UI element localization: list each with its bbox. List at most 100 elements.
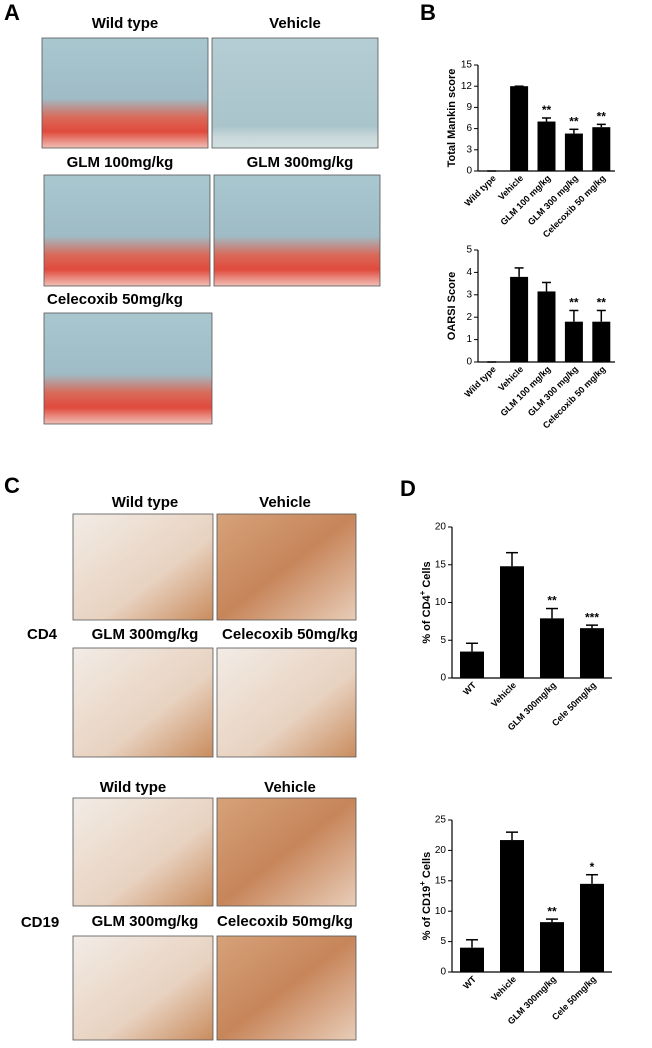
y-tick-label: 20 (435, 845, 447, 856)
image-caption: GLM 300mg/kg (92, 626, 199, 643)
bar (510, 276, 529, 362)
y-tick-label: 12 (461, 81, 473, 92)
bar (564, 321, 583, 362)
y-tick-label: 6 (466, 123, 472, 134)
ihc-image (216, 935, 357, 1041)
image-caption: Wild type (100, 779, 167, 796)
significance-label: * (590, 860, 595, 874)
y-tick-label: 15 (435, 559, 447, 570)
bar (540, 618, 564, 678)
x-tick-label: GLM 100 mg/kg (498, 364, 552, 418)
image-caption: Celecoxib 50mg/kg (217, 913, 353, 930)
y-axis-label-part: Cells (421, 561, 433, 590)
y-tick-label: 5 (440, 936, 446, 947)
x-tick-label: WT (461, 680, 478, 697)
histology-image (213, 174, 381, 287)
y-tick-label: 0 (440, 967, 446, 978)
y-tick-label: 3 (466, 144, 472, 155)
marker-label: CD4 (27, 626, 58, 643)
y-tick-label: 4 (466, 267, 472, 278)
image-caption: Celecoxib 50mg/kg (222, 626, 358, 643)
histology-image (211, 37, 379, 149)
ihc-image (72, 513, 214, 621)
image-caption: Vehicle (259, 494, 311, 511)
histology-image (43, 174, 211, 287)
y-axis-label: % of CD4+ Cells (418, 561, 433, 643)
ihc-image (72, 935, 214, 1041)
ihc-image (216, 647, 357, 758)
y-axis-label-part: Cells (421, 852, 433, 881)
y-tick-label: 3 (466, 289, 472, 300)
panel-label: B (420, 0, 436, 25)
significance-label: ** (569, 296, 579, 310)
x-tick-label: GLM 100 mg/kg (498, 173, 552, 227)
significance-label: ** (597, 296, 607, 310)
y-tick-label: 9 (466, 102, 472, 113)
y-tick-label: 0 (466, 166, 472, 177)
ihc-image (216, 513, 357, 621)
ihc-image (216, 797, 357, 907)
y-axis-label: % of CD19+ Cells (418, 852, 433, 940)
significance-label: ** (547, 594, 557, 608)
y-tick-label: 0 (440, 673, 446, 684)
significance-label: *** (585, 610, 599, 624)
x-tick-label: WT (461, 974, 478, 991)
ihc-image (72, 647, 214, 758)
y-tick-label: 20 (435, 522, 447, 533)
y-tick-label: 15 (435, 875, 447, 886)
y-tick-label: 10 (435, 906, 447, 917)
marker-label: CD19 (21, 914, 59, 931)
significance-label: ** (547, 904, 557, 918)
image-caption: Celecoxib 50mg/kg (47, 291, 183, 308)
bar (500, 840, 524, 972)
y-axis-label: Total Mankin score (446, 69, 458, 168)
panel-label: D (400, 476, 416, 501)
y-tick-label: 1 (466, 334, 472, 345)
bar (540, 922, 564, 972)
histology-image (43, 312, 213, 425)
bar (564, 133, 583, 171)
image-caption: Wild type (112, 494, 179, 511)
y-tick-label: 2 (466, 312, 472, 323)
y-axis-label-part: % of CD19 (421, 886, 433, 940)
y-tick-label: 25 (435, 815, 447, 826)
significance-label: ** (542, 103, 552, 117)
bar (500, 566, 524, 678)
bar (592, 127, 611, 171)
bar (537, 121, 556, 171)
x-tick-label: Vehicle (489, 974, 518, 1003)
image-caption: GLM 300mg/kg (92, 913, 199, 930)
image-caption: Vehicle (264, 779, 316, 796)
x-tick-label: GLM 300 mg/kg (526, 173, 580, 227)
images (41, 37, 381, 1041)
significance-label: ** (597, 110, 607, 124)
y-tick-label: 15 (461, 60, 473, 71)
y-tick-label: 0 (466, 357, 472, 368)
x-tick-label: Vehicle (489, 680, 518, 709)
bar (580, 883, 604, 972)
bar (592, 321, 611, 362)
y-axis-label-part: % of CD4 (421, 594, 433, 643)
y-axis-label-part: + (418, 881, 427, 886)
y-tick-label: 5 (440, 635, 446, 646)
bar (580, 628, 604, 678)
bar (510, 86, 529, 171)
bar (537, 291, 556, 362)
y-tick-label: 10 (435, 597, 447, 608)
image-caption: Wild type (92, 15, 159, 32)
panel-label: A (4, 0, 20, 25)
bar (460, 651, 484, 678)
bar (460, 947, 484, 972)
significance-label: ** (569, 114, 579, 128)
image-caption: Vehicle (269, 15, 321, 32)
x-tick-label: Wild type (462, 173, 497, 208)
y-axis-label: OARSI Score (446, 272, 458, 340)
ihc-image (72, 797, 214, 907)
panel-label: C (4, 473, 20, 498)
histology-image (41, 37, 209, 149)
image-caption: GLM 300mg/kg (247, 154, 354, 171)
image-caption: GLM 100mg/kg (67, 154, 174, 171)
y-axis-label-part: + (418, 590, 427, 595)
x-tick-label: GLM 300 mg/kg (526, 364, 580, 418)
